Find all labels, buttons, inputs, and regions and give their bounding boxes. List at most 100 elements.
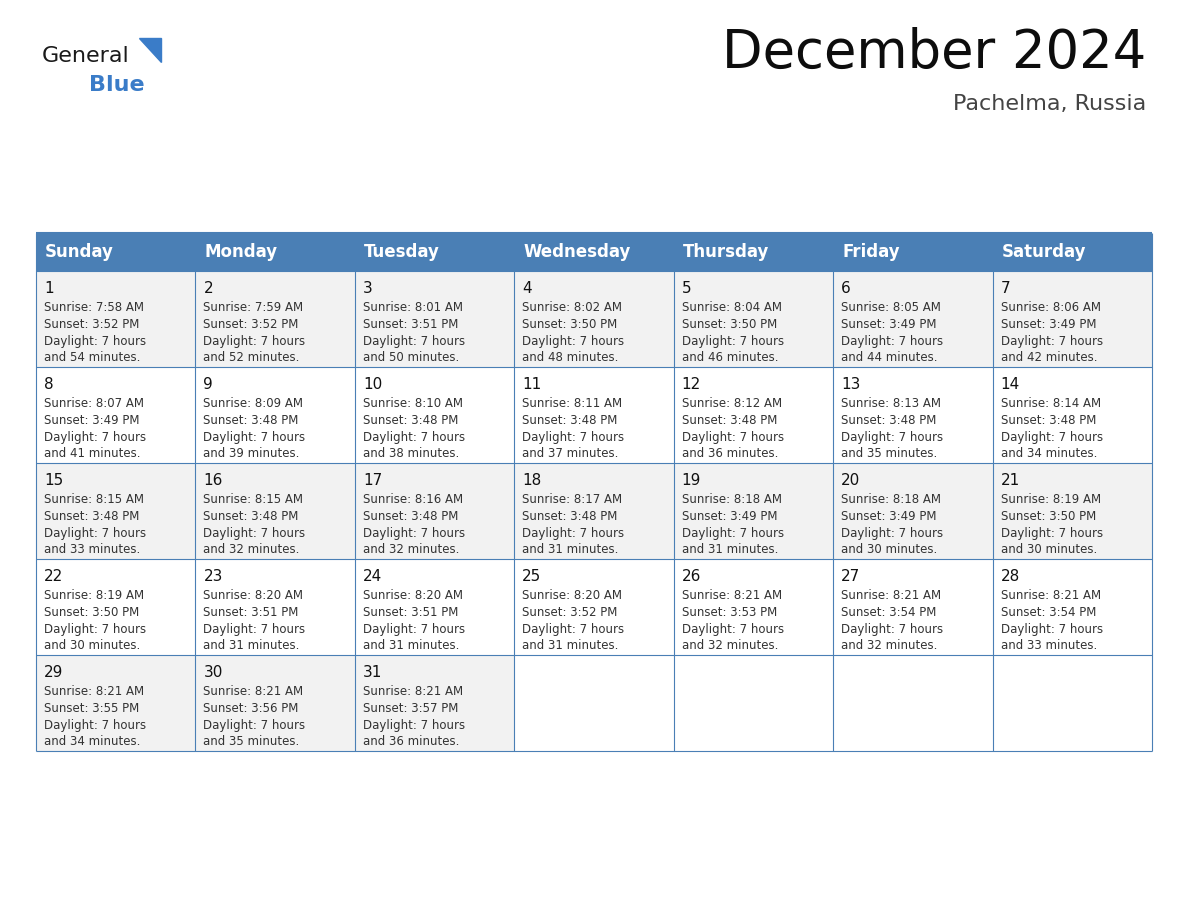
Text: and 32 minutes.: and 32 minutes. (682, 640, 778, 653)
Text: Daylight: 7 hours: Daylight: 7 hours (523, 334, 625, 348)
Text: 21: 21 (1000, 473, 1019, 488)
Text: Daylight: 7 hours: Daylight: 7 hours (44, 719, 146, 732)
Bar (36, 271, 196, 367)
Text: 22: 22 (44, 569, 63, 584)
Text: Daylight: 7 hours: Daylight: 7 hours (362, 719, 465, 732)
Text: Sunset: 3:48 PM: Sunset: 3:48 PM (203, 414, 299, 427)
Text: Sunset: 3:48 PM: Sunset: 3:48 PM (362, 509, 459, 522)
Text: Sunset: 3:49 PM: Sunset: 3:49 PM (1000, 318, 1097, 330)
Text: Daylight: 7 hours: Daylight: 7 hours (841, 431, 943, 443)
Text: Daylight: 7 hours: Daylight: 7 hours (1000, 431, 1102, 443)
Text: Daylight: 7 hours: Daylight: 7 hours (841, 527, 943, 540)
Text: 4: 4 (523, 281, 532, 296)
Text: Sunrise: 8:21 AM: Sunrise: 8:21 AM (682, 589, 782, 602)
Bar (355, 271, 514, 367)
Text: 14: 14 (1000, 377, 1019, 392)
Text: Sunset: 3:54 PM: Sunset: 3:54 PM (841, 606, 936, 619)
Text: Sunrise: 7:58 AM: Sunrise: 7:58 AM (44, 301, 144, 314)
Text: and 35 minutes.: and 35 minutes. (203, 735, 299, 748)
Text: and 36 minutes.: and 36 minutes. (682, 447, 778, 461)
Text: 30: 30 (203, 665, 223, 680)
Bar (833, 233, 992, 271)
Text: Sunday: Sunday (45, 243, 114, 261)
Text: 31: 31 (362, 665, 383, 680)
Text: Daylight: 7 hours: Daylight: 7 hours (362, 431, 465, 443)
Text: Sunrise: 8:11 AM: Sunrise: 8:11 AM (523, 397, 623, 410)
Bar (992, 271, 1152, 367)
Bar (992, 463, 1152, 559)
Text: Tuesday: Tuesday (364, 243, 440, 261)
Text: Daylight: 7 hours: Daylight: 7 hours (1000, 527, 1102, 540)
Text: Daylight: 7 hours: Daylight: 7 hours (682, 431, 784, 443)
Text: Daylight: 7 hours: Daylight: 7 hours (44, 527, 146, 540)
Bar (992, 233, 1152, 271)
Text: and 30 minutes.: and 30 minutes. (44, 640, 140, 653)
Text: and 34 minutes.: and 34 minutes. (1000, 447, 1097, 461)
Text: and 32 minutes.: and 32 minutes. (203, 543, 299, 556)
Bar (36, 655, 196, 751)
Bar (833, 655, 992, 751)
Bar (992, 367, 1152, 463)
Text: Daylight: 7 hours: Daylight: 7 hours (203, 622, 305, 635)
Text: Sunrise: 8:17 AM: Sunrise: 8:17 AM (523, 493, 623, 506)
Text: and 34 minutes.: and 34 minutes. (44, 735, 140, 748)
Text: 28: 28 (1000, 569, 1019, 584)
Text: 20: 20 (841, 473, 860, 488)
Text: Monday: Monday (204, 243, 278, 261)
Text: Daylight: 7 hours: Daylight: 7 hours (362, 334, 465, 348)
Bar (514, 271, 674, 367)
Text: Daylight: 7 hours: Daylight: 7 hours (841, 334, 943, 348)
Text: and 37 minutes.: and 37 minutes. (523, 447, 619, 461)
Text: Sunrise: 8:02 AM: Sunrise: 8:02 AM (523, 301, 623, 314)
Bar (196, 271, 355, 367)
Text: Sunset: 3:48 PM: Sunset: 3:48 PM (523, 414, 618, 427)
Text: and 31 minutes.: and 31 minutes. (362, 640, 460, 653)
Text: Sunset: 3:50 PM: Sunset: 3:50 PM (44, 606, 139, 619)
Text: Daylight: 7 hours: Daylight: 7 hours (362, 527, 465, 540)
Text: and 44 minutes.: and 44 minutes. (841, 352, 937, 364)
Text: Sunrise: 8:19 AM: Sunrise: 8:19 AM (1000, 493, 1101, 506)
Text: Sunrise: 8:14 AM: Sunrise: 8:14 AM (1000, 397, 1101, 410)
Text: and 48 minutes.: and 48 minutes. (523, 352, 619, 364)
Text: Sunrise: 8:18 AM: Sunrise: 8:18 AM (682, 493, 782, 506)
Text: Sunrise: 8:01 AM: Sunrise: 8:01 AM (362, 301, 463, 314)
Text: and 50 minutes.: and 50 minutes. (362, 352, 459, 364)
Text: Sunset: 3:57 PM: Sunset: 3:57 PM (362, 701, 459, 715)
Bar (196, 233, 355, 271)
Text: Daylight: 7 hours: Daylight: 7 hours (44, 431, 146, 443)
Text: General: General (42, 46, 129, 66)
Text: Sunrise: 8:20 AM: Sunrise: 8:20 AM (203, 589, 303, 602)
Text: 24: 24 (362, 569, 383, 584)
Bar (355, 655, 514, 751)
Bar (196, 463, 355, 559)
Text: 11: 11 (523, 377, 542, 392)
Text: Daylight: 7 hours: Daylight: 7 hours (841, 622, 943, 635)
Text: Daylight: 7 hours: Daylight: 7 hours (1000, 334, 1102, 348)
Bar (36, 559, 196, 655)
Bar (196, 367, 355, 463)
Bar (674, 233, 833, 271)
Text: Sunset: 3:48 PM: Sunset: 3:48 PM (44, 509, 139, 522)
Text: Thursday: Thursday (683, 243, 769, 261)
Bar (514, 367, 674, 463)
Text: Sunset: 3:49 PM: Sunset: 3:49 PM (841, 509, 936, 522)
Text: Sunrise: 8:20 AM: Sunrise: 8:20 AM (523, 589, 623, 602)
Text: Daylight: 7 hours: Daylight: 7 hours (682, 334, 784, 348)
Text: and 32 minutes.: and 32 minutes. (841, 640, 937, 653)
Text: Sunrise: 8:21 AM: Sunrise: 8:21 AM (1000, 589, 1101, 602)
Bar (196, 655, 355, 751)
Text: Sunrise: 7:59 AM: Sunrise: 7:59 AM (203, 301, 304, 314)
Text: Sunset: 3:54 PM: Sunset: 3:54 PM (1000, 606, 1097, 619)
Text: Sunrise: 8:21 AM: Sunrise: 8:21 AM (841, 589, 941, 602)
Bar (674, 655, 833, 751)
Text: and 38 minutes.: and 38 minutes. (362, 447, 459, 461)
Text: Sunrise: 8:21 AM: Sunrise: 8:21 AM (203, 685, 304, 698)
Text: and 32 minutes.: and 32 minutes. (362, 543, 460, 556)
Bar (514, 463, 674, 559)
Text: Wednesday: Wednesday (523, 243, 631, 261)
Bar (196, 559, 355, 655)
Text: Pachelma, Russia: Pachelma, Russia (953, 94, 1146, 114)
Text: and 33 minutes.: and 33 minutes. (1000, 640, 1097, 653)
Bar (992, 559, 1152, 655)
Text: and 31 minutes.: and 31 minutes. (203, 640, 299, 653)
